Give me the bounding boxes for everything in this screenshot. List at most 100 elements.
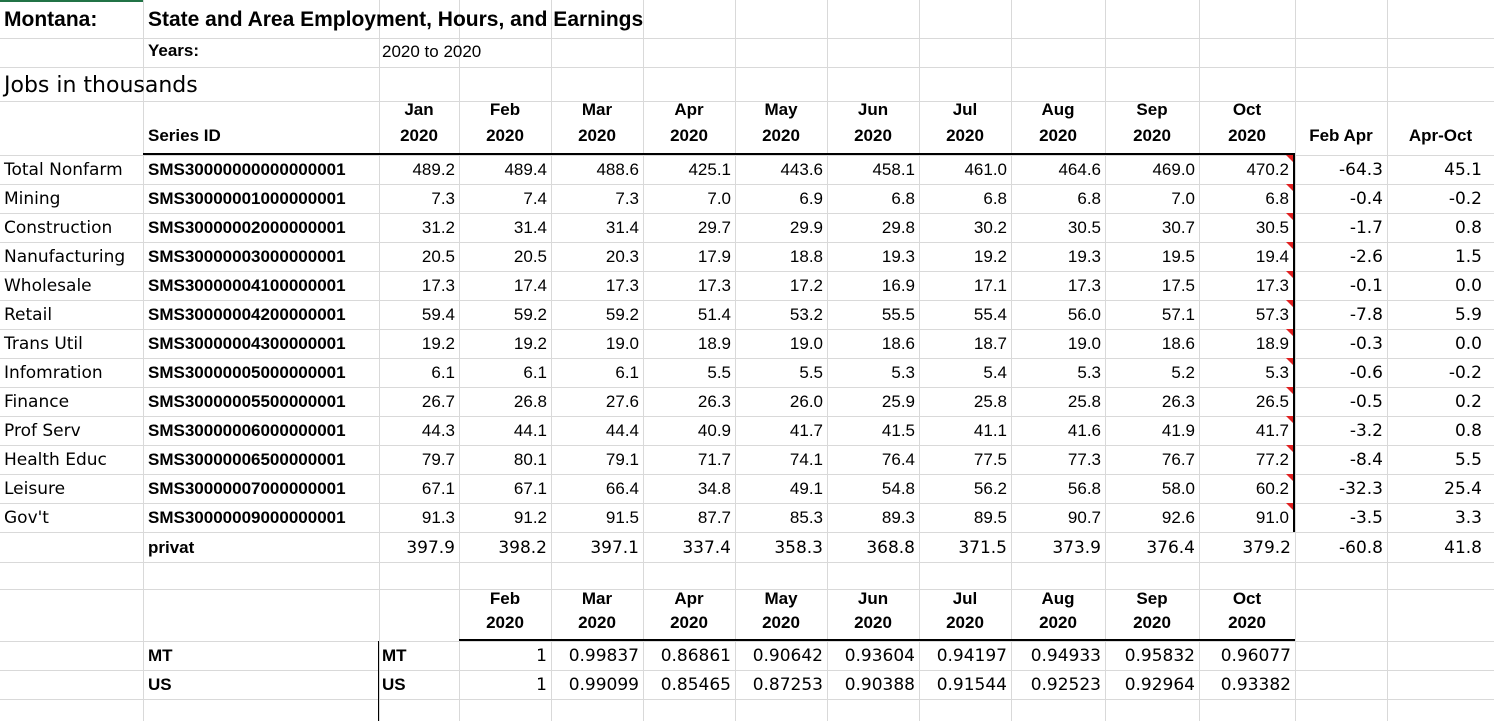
value-cell: 77.3 — [1067, 450, 1101, 469]
ratio-year-header: 2020 — [946, 613, 984, 632]
change-cell: 0.8 — [1454, 421, 1482, 441]
series-id: SMS30000004200000001 — [148, 305, 346, 324]
change-cell: -0.2 — [1448, 189, 1482, 209]
value-cell: 17.5 — [1161, 276, 1195, 295]
value-cell: 7.4 — [523, 189, 547, 208]
year-header: 2020 — [578, 126, 616, 145]
value-cell: 6.8 — [1077, 189, 1101, 208]
gridline-row — [0, 562, 1494, 563]
value-cell: 19.2 — [513, 334, 547, 353]
change-cell: -0.1 — [1349, 276, 1383, 296]
value-cell: 44.3 — [421, 421, 455, 440]
comment-indicator — [1286, 474, 1294, 482]
change-cell: 5.5 — [1454, 450, 1482, 470]
change-cell: -3.5 — [1349, 508, 1383, 528]
value-cell: 26.3 — [697, 392, 731, 411]
value-cell: 67.1 — [421, 479, 455, 498]
value-cell: 85.3 — [789, 508, 823, 527]
ratio-value: 0.94933 — [1030, 646, 1101, 666]
value-cell: 44.1 — [513, 421, 547, 440]
gridline-row — [0, 67, 1494, 68]
ratio-value: 0.94197 — [936, 646, 1007, 666]
privat-value: 368.8 — [866, 538, 915, 558]
series-id: SMS30000000000000001 — [148, 160, 346, 179]
ratio-year-header: 2020 — [578, 613, 616, 632]
value-cell: 19.2 — [421, 334, 455, 353]
value-cell: 77.5 — [973, 450, 1007, 469]
value-cell: 425.1 — [688, 160, 731, 179]
value-cell: 19.3 — [881, 247, 915, 266]
value-cell: 5.5 — [799, 363, 823, 382]
value-cell: 25.8 — [1067, 392, 1101, 411]
row-label: Infomration — [4, 363, 103, 383]
value-cell: 41.5 — [881, 421, 915, 440]
ratio-value: 1 — [536, 646, 547, 666]
comment-indicator — [1286, 503, 1294, 511]
value-cell: 30.7 — [1161, 218, 1195, 237]
value-cell: 489.4 — [504, 160, 547, 179]
ratio-value: 0.99099 — [568, 675, 639, 695]
year-header: 2020 — [670, 126, 708, 145]
value-cell: 6.9 — [799, 189, 823, 208]
value-cell: 77.2 — [1255, 450, 1289, 469]
value-cell: 489.2 — [412, 160, 455, 179]
change-cell: 5.9 — [1454, 305, 1482, 325]
value-cell: 5.2 — [1171, 363, 1195, 382]
value-cell: 19.3 — [1067, 247, 1101, 266]
row-label: Nanufacturing — [4, 247, 126, 267]
gridline-row — [0, 300, 1494, 301]
privat-value: 397.1 — [590, 538, 639, 558]
ratio-value: 0.95832 — [1124, 646, 1195, 666]
year-header: 2020 — [1228, 126, 1266, 145]
value-cell: 6.1 — [523, 363, 547, 382]
gridline-row — [0, 329, 1494, 330]
value-cell: 30.5 — [1067, 218, 1101, 237]
value-cell: 41.7 — [789, 421, 823, 440]
value-cell: 26.7 — [421, 392, 455, 411]
value-cell: 18.6 — [1161, 334, 1195, 353]
value-cell: 34.8 — [697, 479, 731, 498]
change-cell: 45.1 — [1444, 160, 1482, 180]
comment-indicator — [1286, 358, 1294, 366]
value-cell: 91.2 — [513, 508, 547, 527]
row-label: Gov't — [4, 508, 49, 528]
comment-indicator — [1286, 387, 1294, 395]
change-cell: 25.4 — [1444, 479, 1482, 499]
value-cell: 20.3 — [605, 247, 639, 266]
value-cell: 6.1 — [431, 363, 455, 382]
privat-value: 397.9 — [406, 538, 455, 558]
value-cell: 26.5 — [1255, 392, 1289, 411]
month-header: Aug — [1041, 100, 1075, 119]
value-cell: 7.0 — [707, 189, 731, 208]
value-cell: 56.0 — [1067, 305, 1101, 324]
value-cell: 19.0 — [605, 334, 639, 353]
gridline-row — [0, 387, 1494, 388]
ratio-left-border — [378, 641, 379, 721]
value-cell: 89.3 — [881, 508, 915, 527]
value-cell: 19.5 — [1161, 247, 1195, 266]
value-cell: 59.4 — [421, 305, 455, 324]
value-cell: 60.2 — [1255, 479, 1289, 498]
change-cell: 1.5 — [1454, 247, 1482, 267]
value-cell: 91.3 — [421, 508, 455, 527]
ratio-value: 0.92523 — [1030, 675, 1101, 695]
value-cell: 488.6 — [596, 160, 639, 179]
ratio-year-header: 2020 — [762, 613, 800, 632]
value-cell: 17.1 — [973, 276, 1007, 295]
row-label: Total Nonfarm — [4, 160, 123, 180]
row-label: Mining — [4, 189, 61, 209]
month-header: Apr — [674, 100, 704, 119]
value-cell: 49.1 — [789, 479, 823, 498]
value-cell: 5.3 — [1265, 363, 1289, 382]
value-cell: 458.1 — [872, 160, 915, 179]
value-cell: 5.3 — [1077, 363, 1101, 382]
month-header: Jan — [404, 100, 434, 119]
change-cell: -0.5 — [1349, 392, 1383, 412]
value-cell: 17.4 — [513, 276, 547, 295]
oct-column-border — [1293, 155, 1295, 532]
value-cell: 80.1 — [513, 450, 547, 469]
value-cell: 55.4 — [973, 305, 1007, 324]
gridline-col — [379, 0, 380, 721]
value-cell: 6.8 — [1265, 189, 1289, 208]
ratio-header-border — [459, 639, 1295, 641]
